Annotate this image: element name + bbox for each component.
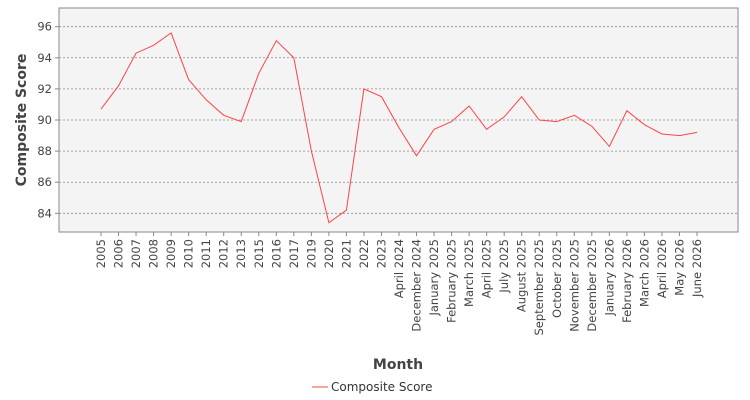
x-tick-label: 2017 <box>287 239 301 268</box>
x-tick-label: 2023 <box>374 239 388 268</box>
x-tick-label: April 2026 <box>655 239 669 298</box>
x-tick-label: 2016 <box>269 239 283 268</box>
y-tick-label: 90 <box>37 113 52 127</box>
y-tick-label: 84 <box>37 206 52 220</box>
x-tick-label: April 2025 <box>480 239 494 298</box>
x-tick-label: 2005 <box>94 239 108 268</box>
x-tick-label: July 2025 <box>497 239 511 294</box>
grid-lines <box>59 26 738 214</box>
x-tick-label: 2006 <box>112 239 126 268</box>
x-tick-label: August 2025 <box>515 239 529 312</box>
x-tick-label: February 2026 <box>620 239 634 323</box>
x-tick-label: March 2025 <box>462 239 476 307</box>
x-tick-label: October 2025 <box>550 239 564 318</box>
x-tick-label: May 2026 <box>672 239 686 296</box>
x-tick-label: 2007 <box>129 239 143 268</box>
y-tick-label: 92 <box>37 82 52 96</box>
series-line <box>100 32 698 224</box>
x-tick-label: March 2026 <box>637 239 651 307</box>
x-tick-label: December 2025 <box>585 239 599 332</box>
x-tick-label: 2013 <box>234 239 248 268</box>
y-tick-label: 88 <box>37 144 52 158</box>
x-axis: 2005 2006 2007 2008 2009 2010 2011 2012 2013 2015… <box>94 232 704 336</box>
x-tick-label: 2015 <box>252 239 266 268</box>
x-tick-label: 2020 <box>322 239 336 268</box>
x-tick-label: January 2026 <box>602 239 616 317</box>
x-tick-label: December 2024 <box>410 239 424 332</box>
x-tick-label: 2012 <box>217 239 231 268</box>
legend: Composite Score <box>312 380 432 394</box>
x-tick-label: 2011 <box>199 239 213 268</box>
x-tick-label: September 2025 <box>532 239 546 336</box>
x-tick-label: 2010 <box>182 239 196 268</box>
x-tick-label: 2022 <box>357 239 371 268</box>
y-tick-label: 94 <box>37 51 52 65</box>
y-axis: 84 86 88 90 92 94 96 <box>37 20 59 220</box>
x-tick-label: November 2025 <box>567 239 581 332</box>
x-tick-label: 2009 <box>164 239 178 268</box>
x-tick-label: 2008 <box>147 239 161 268</box>
y-tick-label: 96 <box>37 20 52 34</box>
x-tick-label: April 2024 <box>392 239 406 298</box>
y-axis-title: Composite Score <box>14 54 30 187</box>
x-tick-label: 2021 <box>339 239 353 268</box>
x-tick-label: January 2025 <box>427 239 441 317</box>
x-tick-label: June 2026 <box>690 239 704 298</box>
series-layer <box>100 32 698 224</box>
y-tick-label: 86 <box>37 175 52 189</box>
x-tick-label: 2019 <box>304 239 318 268</box>
legend-label: Composite Score <box>331 380 432 394</box>
x-axis-title: Month <box>373 357 423 373</box>
x-tick-label: February 2025 <box>445 239 459 323</box>
